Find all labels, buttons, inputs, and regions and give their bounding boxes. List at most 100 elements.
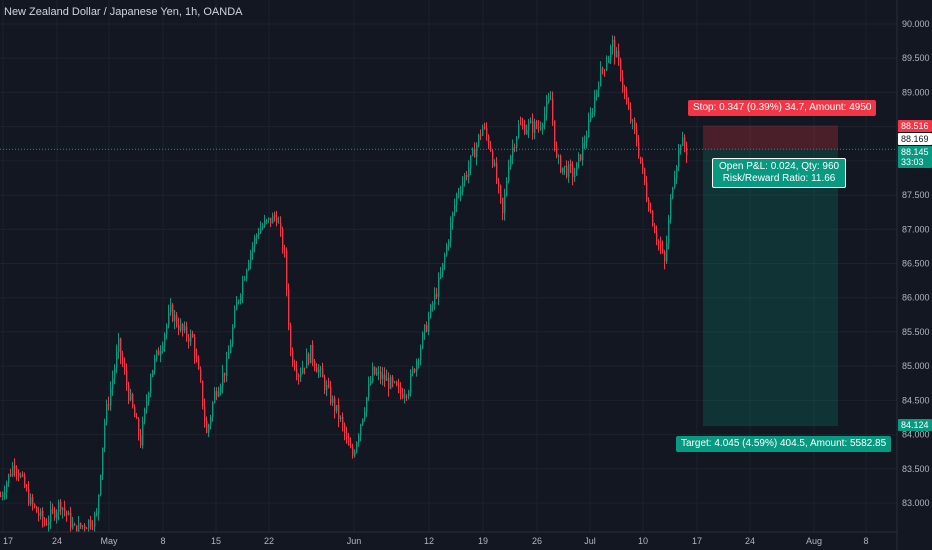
stop-price-tag: 88.516 [898,120,932,132]
x-tick-label: 24 [52,536,62,546]
candle-body [392,377,394,382]
candle-body [70,512,72,528]
candle-body [526,130,528,134]
candle-body [598,86,600,91]
candle-body [102,447,104,476]
x-tick-label: 19 [478,536,488,546]
candle-body [174,314,176,322]
candle-body [226,358,228,376]
x-tick-label: 8 [160,536,165,546]
price-scale-panel[interactable] [897,0,932,550]
candle-body [328,385,330,387]
candle-body [360,424,362,436]
candle-body [504,194,506,213]
candle-body [628,103,630,109]
candle-body [578,154,580,163]
candle-body [506,181,508,195]
candle-body [522,124,524,126]
candle-body [130,394,132,401]
candle-body [308,353,310,364]
candle-body [272,215,274,224]
candle-body [354,452,356,456]
y-tick-label: 84.500 [902,395,930,405]
x-tick-label: May [100,536,118,546]
candle-body [622,77,624,87]
candle-body [412,369,414,374]
candle-body [630,108,632,122]
candle-body [210,416,212,425]
candle-body [570,163,572,167]
candle-body [286,250,288,290]
candle-body [356,442,358,453]
stop-zone[interactable] [703,125,838,150]
x-tick-label: 10 [638,536,648,546]
candle-body [264,220,266,227]
candle-body [614,39,616,58]
x-tick-label: 12 [424,536,434,546]
candle-body [454,205,456,213]
candle-body [112,378,114,389]
candle-body [100,475,102,495]
candle-body [584,142,586,144]
candle-body [400,386,402,394]
candle-body [546,101,548,114]
candle-body [444,255,446,264]
candle-body [142,421,144,446]
candle-body [134,406,136,418]
candle-body [50,508,52,522]
candle-body [168,312,170,326]
candle-body [232,327,234,345]
candle-body [670,197,672,220]
candle-body [214,391,216,403]
candle-body [362,418,364,425]
candle-body [212,402,214,417]
candle-body [48,521,50,525]
candle-body [594,97,596,113]
candle-body [386,377,388,381]
candle-body [426,324,428,332]
candle-body [540,127,542,129]
candle-body [302,367,304,374]
candle-body [116,352,118,369]
candle-body [482,126,484,136]
candle-body [342,416,344,425]
candle-body [436,293,438,297]
candle-body [672,187,674,198]
candle-body [24,475,26,487]
candle-body [376,373,378,375]
candle-body [372,366,374,382]
candle-body [560,156,562,172]
time-scale-panel[interactable] [0,532,897,550]
candle-body [616,50,618,58]
candle-body [492,150,494,166]
target-price-tag: 84.124 [898,419,932,431]
candle-body [414,369,416,372]
candle-body [518,124,520,138]
target-zone[interactable] [703,149,838,427]
y-tick-label: 85.500 [902,327,930,337]
candle-body [352,447,354,456]
candle-body [394,381,396,383]
candle-body [98,494,100,514]
candle-body [564,165,566,168]
candle-body [204,406,206,421]
candle-body [188,337,190,342]
candle-body [178,325,180,331]
candle-body [76,525,78,536]
candle-body [680,145,682,149]
candle-body [556,146,558,157]
candle-body [620,59,622,78]
candle-body [198,358,200,370]
candle-body [298,375,300,377]
candle-body [282,229,284,251]
candle-body [644,168,646,183]
candle-body [484,126,486,128]
candle-body [496,163,498,182]
candle-body [574,175,576,178]
candle-body [230,344,232,353]
candle-body [6,482,8,493]
y-tick-label: 85.000 [902,361,930,371]
candle-body [452,212,454,223]
candle-body [220,386,222,392]
